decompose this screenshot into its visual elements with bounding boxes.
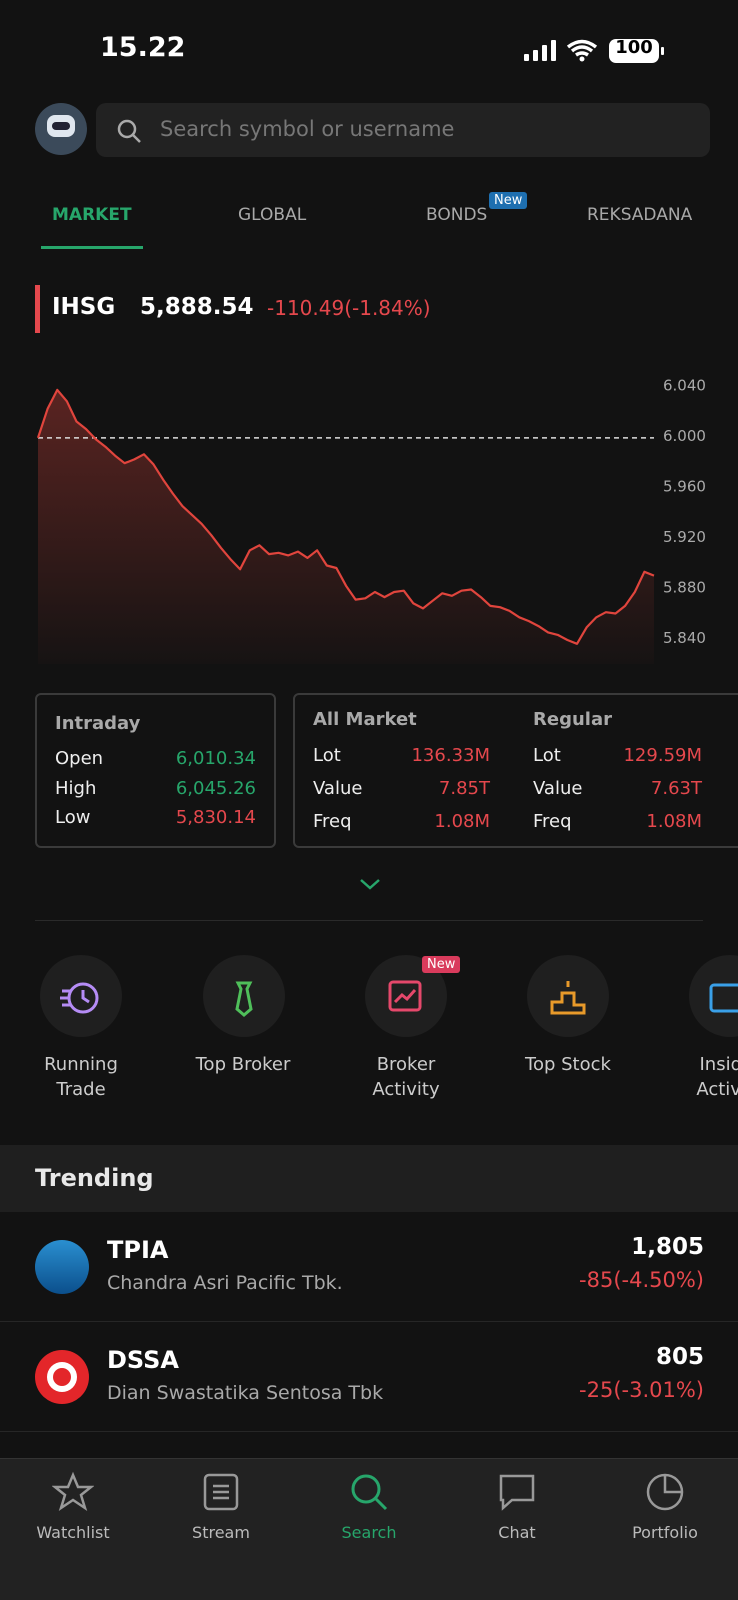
stat-label: Value: [313, 778, 363, 799]
label-line: Top Stock: [525, 1054, 611, 1075]
stock-price: 1,805: [631, 1234, 704, 1260]
stat-value: 1.08M: [646, 811, 702, 832]
shortcut-icon[interactable]: [203, 955, 285, 1037]
stat-label: Freq: [533, 811, 572, 832]
nav-label[interactable]: Portfolio: [632, 1523, 698, 1542]
intraday-panel: Intraday Open 6,010.34 High 6,045.26 Low…: [35, 693, 276, 848]
stat-label: Low: [55, 807, 91, 828]
index-marker: [35, 285, 40, 333]
nav-icon: [499, 1474, 535, 1511]
avatar[interactable]: [35, 103, 87, 155]
label-line: Top Broker: [195, 1054, 291, 1075]
trending-item[interactable]: DSSA Dian Swastatika Sentosa Tbk 805 -25…: [0, 1322, 738, 1432]
section-title: Trending: [35, 1164, 154, 1192]
y-tick-label: 5.840: [663, 629, 706, 647]
shortcut-label[interactable]: Broker Activity: [331, 1052, 481, 1102]
index-change: -110.49(-1.84%): [267, 296, 431, 320]
stock-symbol: TPIA: [107, 1236, 169, 1264]
shortcut-label[interactable]: Top Broker: [168, 1052, 318, 1077]
new-badge: New: [422, 956, 461, 973]
tab[interactable]: MARKET: [52, 205, 132, 225]
bottom-nav: Watchlist Stream Search Chat Portfolio: [0, 1458, 738, 1600]
stat-value: 129.59M: [623, 745, 702, 766]
stat-value: 136.33M: [411, 745, 490, 766]
tab[interactable]: BONDS: [426, 205, 488, 225]
nav-label[interactable]: Chat: [498, 1523, 536, 1542]
new-badge: New: [489, 192, 528, 209]
search-icon: [117, 119, 141, 143]
label-line: Trade: [56, 1079, 106, 1100]
label-line: Activity: [696, 1079, 738, 1100]
label-line: Running: [44, 1054, 118, 1075]
y-tick-label: 5.880: [663, 579, 706, 597]
stat-value: 7.63T: [650, 778, 702, 799]
stock-change: -25(-3.01%): [579, 1378, 704, 1402]
status-icons: [524, 39, 664, 63]
nav-icon: [203, 1473, 239, 1511]
stat-value: 5,830.14: [175, 807, 256, 828]
trending-item[interactable]: TPIA Chandra Asri Pacific Tbk. 1,805 -85…: [0, 1212, 738, 1322]
y-tick-label: 5.920: [663, 528, 706, 546]
stock-name: Dian Swastatika Sentosa Tbk: [107, 1382, 384, 1404]
panel-title: Regular: [533, 709, 612, 730]
stock-logo: [35, 1240, 89, 1294]
nav-label[interactable]: Stream: [192, 1523, 250, 1542]
trending-header: Trending: [0, 1145, 738, 1212]
stat-label: Freq: [313, 811, 352, 832]
label-line: Activity: [372, 1079, 440, 1100]
shortcut-label[interactable]: Top Stock: [493, 1052, 643, 1077]
nav-label[interactable]: Search: [341, 1523, 397, 1542]
nav-icon: [52, 1471, 94, 1511]
index-value: 5,888.54: [140, 294, 254, 320]
nav-icon: [646, 1473, 684, 1511]
stat-value: 6,045.26: [175, 778, 256, 799]
stock-logo: [35, 1350, 89, 1404]
y-tick-label: 5.960: [663, 478, 706, 496]
stat-label: Open: [55, 748, 104, 769]
stat-label: Lot: [533, 745, 561, 766]
shortcut-icon[interactable]: [527, 955, 609, 1037]
index-name: IHSG: [52, 294, 116, 320]
expand-chevron[interactable]: [358, 876, 382, 892]
panel-title: All Market: [313, 709, 417, 730]
price-line: [36, 388, 655, 645]
tab[interactable]: REKSADANA: [587, 205, 693, 225]
stat-value: 7.85T: [438, 778, 490, 799]
shortcut-label[interactable]: Insider Activity: [655, 1052, 738, 1102]
y-tick-label: 6.000: [663, 427, 706, 445]
stat-label: High: [55, 778, 97, 799]
panel-title: Intraday: [55, 713, 141, 734]
label-line: Insider: [699, 1054, 738, 1075]
nav-icon: [351, 1474, 388, 1511]
stat-value: 1.08M: [434, 811, 490, 832]
stat-value: 6,010.34: [175, 748, 256, 769]
search-placeholder: Search symbol or username: [160, 117, 455, 141]
tab-underline: [41, 246, 143, 249]
nav-label[interactable]: Watchlist: [36, 1523, 110, 1542]
stat-label: Value: [533, 778, 583, 799]
shortcut-icon[interactable]: [689, 955, 738, 1037]
stock-name: Chandra Asri Pacific Tbk.: [107, 1272, 343, 1294]
y-tick-label: 6.040: [663, 377, 706, 395]
divider: [35, 920, 703, 921]
stat-label: Lot: [313, 745, 341, 766]
stock-symbol: DSSA: [107, 1346, 179, 1374]
shortcut-icon[interactable]: [40, 955, 122, 1037]
area-fill: [38, 389, 654, 664]
search-box[interactable]: Search symbol or username: [96, 103, 710, 157]
status-time: 15.22: [100, 32, 186, 63]
volume-panel: All Market Lot 136.33M Value 7.85T Freq …: [293, 693, 738, 848]
battery-level: 100: [615, 37, 653, 58]
stock-change: -85(-4.50%): [579, 1268, 704, 1292]
stock-price: 805: [655, 1344, 704, 1370]
tab[interactable]: GLOBAL: [238, 205, 307, 225]
index-chart: 6.040 6.000 5.960 5.920 5.880 5.840: [36, 377, 706, 664]
shortcut-label[interactable]: Running Trade: [6, 1052, 156, 1102]
label-line: Broker: [376, 1054, 436, 1075]
